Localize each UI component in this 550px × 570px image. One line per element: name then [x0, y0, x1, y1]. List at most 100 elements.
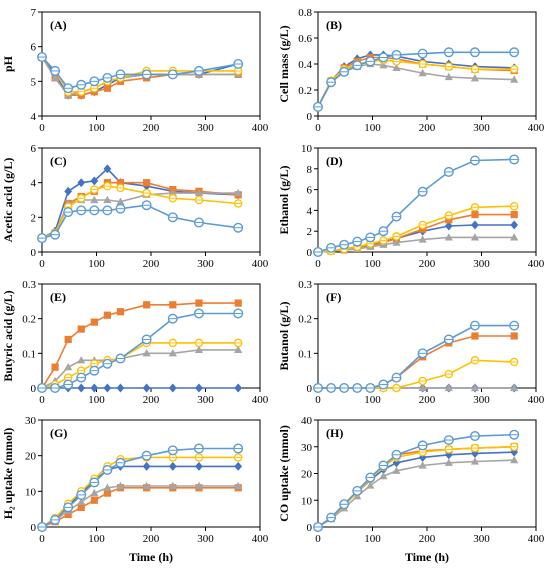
x-tick-label: 0 [39, 533, 45, 545]
data-point [418, 461, 427, 469]
data-point [352, 236, 363, 247]
series-1 [314, 53, 518, 111]
data-point [326, 77, 337, 88]
data-point [116, 481, 125, 490]
y-tick-label: 0 [307, 383, 313, 395]
y-tick-label: 8 [307, 164, 313, 176]
data-point [365, 383, 376, 394]
series-3 [37, 453, 243, 532]
y-tick-label: 4 [31, 111, 37, 123]
data-point [444, 233, 453, 241]
data-point [103, 181, 112, 191]
data-point [444, 221, 453, 231]
series-1 [38, 299, 242, 392]
data-point [510, 233, 519, 241]
data-point [233, 222, 244, 233]
y-tick-label: 2 [31, 212, 37, 224]
data-point [77, 325, 85, 333]
data-point [102, 72, 113, 83]
data-point [444, 369, 454, 379]
data-point [392, 466, 401, 474]
data-point [168, 349, 177, 357]
data-point [142, 349, 151, 357]
data-point [89, 477, 100, 488]
data-point [379, 61, 388, 69]
data-point [233, 453, 243, 462]
data-point [50, 383, 61, 394]
data-point [365, 472, 376, 483]
data-point [233, 338, 243, 348]
data-point [115, 457, 126, 468]
series-4 [313, 429, 520, 533]
data-point [102, 205, 113, 216]
data-point [509, 429, 520, 440]
series-0 [38, 461, 243, 532]
data-point [418, 235, 427, 243]
x-tick-label: 400 [252, 394, 269, 406]
data-point [103, 383, 112, 393]
y-tick-label: 0 [307, 247, 313, 259]
data-point [509, 357, 519, 367]
y-tick-label: 0 [31, 383, 37, 395]
data-point [64, 335, 72, 344]
data-point [77, 503, 85, 511]
x-tick-label: 400 [252, 122, 269, 134]
data-point [509, 47, 520, 58]
data-point [352, 383, 363, 394]
y-tick-label: 0 [307, 111, 313, 123]
panel-label: (A) [50, 18, 67, 32]
x-tick-label: 200 [143, 122, 160, 134]
data-point [168, 188, 177, 197]
data-point [470, 203, 480, 212]
data-point [76, 79, 87, 90]
data-point [444, 458, 453, 466]
series-4 [313, 320, 520, 394]
data-point [63, 373, 73, 382]
data-point [193, 308, 204, 319]
data-point [64, 186, 73, 196]
y-tick-label: 20 [301, 469, 313, 481]
data-point [50, 73, 60, 81]
data-point [167, 69, 178, 80]
data-point [391, 211, 402, 222]
y-tick-label: 30 [301, 442, 313, 454]
data-point [509, 320, 520, 331]
panel-label: (C) [50, 154, 67, 168]
y-tick-label: 2 [307, 226, 313, 238]
data-point [103, 483, 112, 491]
y-tick-label: 40 [301, 415, 313, 427]
data-point [141, 450, 152, 461]
data-point [116, 383, 125, 393]
data-point [143, 179, 151, 187]
data-point [470, 64, 480, 74]
y-tick-label: 4 [31, 178, 37, 190]
y-tick-label: 0 [307, 522, 313, 534]
data-point [167, 313, 178, 324]
data-point [115, 203, 126, 214]
data-point [194, 338, 204, 348]
series-line [318, 359, 515, 389]
x-axis-label: Time (h) [405, 550, 449, 564]
panel-E: 0 100 200 300 400 0 0.1 0.2 0.3 Butyric acid (g/L… [1, 279, 269, 406]
data-point [168, 338, 178, 348]
data-point [234, 461, 243, 471]
series-line [317, 459, 515, 528]
x-tick-label: 300 [197, 394, 214, 406]
y-tick-label: 0 [31, 247, 37, 259]
data-point [510, 210, 518, 219]
data-point [366, 481, 375, 489]
data-point [510, 75, 519, 83]
data-point [469, 47, 480, 58]
y-tick-label: 5 [31, 76, 37, 88]
data-point [509, 154, 520, 165]
data-point [90, 496, 98, 504]
y-tick-label: 10 [25, 486, 37, 498]
data-point [313, 101, 324, 112]
y-tick-label: 30 [25, 415, 37, 427]
data-point [168, 481, 177, 490]
series-line [317, 451, 515, 528]
data-point [378, 379, 389, 390]
series-line [318, 335, 515, 389]
series-4 [313, 154, 520, 257]
data-point [391, 49, 402, 60]
